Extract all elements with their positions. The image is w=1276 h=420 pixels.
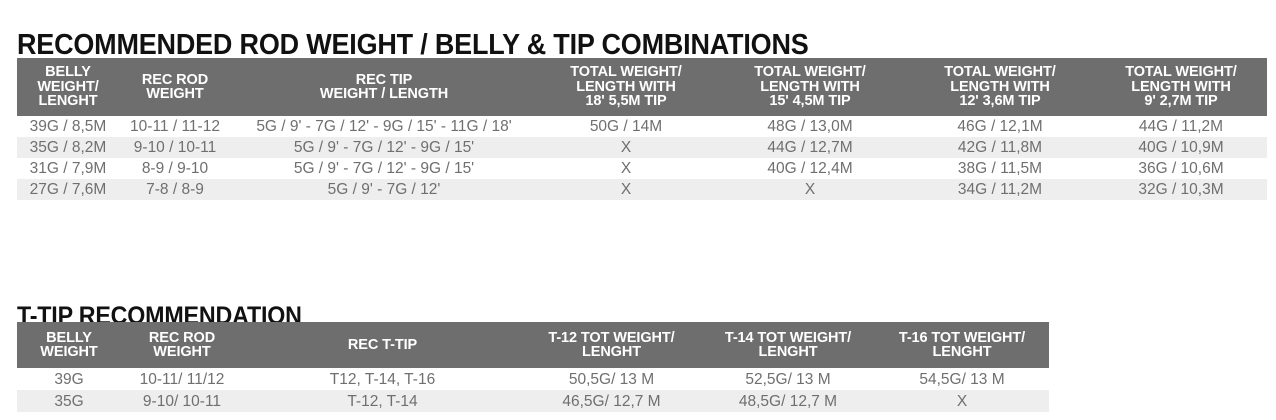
t-tip-table: BELLY WEIGHT REC ROD WEIGHT REC T-TIP T-… xyxy=(17,322,1049,412)
cell-total-18ft: 50G / 14M xyxy=(537,116,715,137)
rod-table-body: 39G / 8,5M 10-11 / 11-12 5G / 9' - 7G / … xyxy=(17,116,1267,200)
cell-rec-tip: 5G / 9' - 7G / 12' xyxy=(231,179,537,200)
rod-table-header: BELLY WEIGHT/ LENGHT REC ROD WEIGHT REC … xyxy=(17,58,1267,116)
cell-rec-tip: 5G / 9' - 7G / 12' - 9G / 15' xyxy=(231,137,537,158)
cell-rec-rod-weight: 10-11 / 11-12 xyxy=(119,116,231,137)
cell-total-18ft: X xyxy=(537,158,715,179)
table-row: 31G / 7,9M 8-9 / 9-10 5G / 9' - 7G / 12'… xyxy=(17,158,1267,179)
column-header-total-weight-18ft-tip: TOTAL WEIGHT/ LENGTH WITH 18' 5,5M TIP xyxy=(537,58,715,116)
table-row: 27G / 7,6M 7-8 / 8-9 5G / 9' - 7G / 12' … xyxy=(17,179,1267,200)
cell-rec-t-tip: T-12, T-14 xyxy=(243,390,522,412)
cell-total-18ft: X xyxy=(537,137,715,158)
cell-belly-weight: 39G / 8,5M xyxy=(17,116,119,137)
column-header-rec-rod-weight: REC ROD WEIGHT xyxy=(119,58,231,116)
cell-belly-weight: 35G xyxy=(17,390,121,412)
cell-total-9ft: 44G / 11,2M xyxy=(1095,116,1267,137)
column-header-total-weight-15ft-tip: TOTAL WEIGHT/ LENGTH WITH 15' 4,5M TIP xyxy=(715,58,905,116)
cell-rec-tip: 5G / 9' - 7G / 12' - 9G / 15' xyxy=(231,158,537,179)
cell-total-9ft: 36G / 10,6M xyxy=(1095,158,1267,179)
cell-total-12ft: 38G / 11,5M xyxy=(905,158,1095,179)
cell-belly-weight: 39G xyxy=(17,368,121,390)
cell-rec-rod-weight: 10-11/ 11/12 xyxy=(121,368,243,390)
column-header-t12-tot-weight: T-12 TOT WEIGHT/ LENGHT xyxy=(522,322,701,368)
cell-belly-weight: 31G / 7,9M xyxy=(17,158,119,179)
column-header-rec-t-tip: REC T-TIP xyxy=(243,322,522,368)
cell-rec-rod-weight: 9-10/ 10-11 xyxy=(121,390,243,412)
column-header-total-weight-12ft-tip: TOTAL WEIGHT/ LENGTH WITH 12' 3,6M TIP xyxy=(905,58,1095,116)
cell-rec-t-tip: T12, T-14, T-16 xyxy=(243,368,522,390)
column-header-rec-tip-weight-length: REC TIP WEIGHT / LENGTH xyxy=(231,58,537,116)
cell-total-9ft: 40G / 10,9M xyxy=(1095,137,1267,158)
cell-rec-rod-weight: 8-9 / 9-10 xyxy=(119,158,231,179)
t-tip-table-body: 39G 10-11/ 11/12 T12, T-14, T-16 50,5G/ … xyxy=(17,368,1049,412)
column-header-t14-tot-weight: T-14 TOT WEIGHT/ LENGHT xyxy=(701,322,875,368)
cell-total-15ft: X xyxy=(715,179,905,200)
table-header-row: BELLY WEIGHT/ LENGHT REC ROD WEIGHT REC … xyxy=(17,58,1267,116)
t-tip-table-header: BELLY WEIGHT REC ROD WEIGHT REC T-TIP T-… xyxy=(17,322,1049,368)
cell-t16-total: 54,5G/ 13 M xyxy=(875,368,1049,390)
cell-rec-rod-weight: 9-10 / 10-11 xyxy=(119,137,231,158)
table-row: 39G 10-11/ 11/12 T12, T-14, T-16 50,5G/ … xyxy=(17,368,1049,390)
column-header-rec-rod-weight: REC ROD WEIGHT xyxy=(121,322,243,368)
column-header-total-weight-9ft-tip: TOTAL WEIGHT/ LENGTH WITH 9' 2,7M TIP xyxy=(1095,58,1267,116)
cell-t12-total: 46,5G/ 12,7 M xyxy=(522,390,701,412)
column-header-belly-weight-length: BELLY WEIGHT/ LENGHT xyxy=(17,58,119,116)
table-row: 35G / 8,2M 9-10 / 10-11 5G / 9' - 7G / 1… xyxy=(17,137,1267,158)
cell-belly-weight: 35G / 8,2M xyxy=(17,137,119,158)
table-row: 35G 9-10/ 10-11 T-12, T-14 46,5G/ 12,7 M… xyxy=(17,390,1049,412)
column-header-belly-weight: BELLY WEIGHT xyxy=(17,322,121,368)
cell-total-9ft: 32G / 10,3M xyxy=(1095,179,1267,200)
cell-total-12ft: 46G / 12,1M xyxy=(905,116,1095,137)
page-title-recommended-rod-weight: RECOMMENDED ROD WEIGHT / BELLY & TIP COM… xyxy=(17,29,809,62)
cell-t16-total: X xyxy=(875,390,1049,412)
table-header-row: BELLY WEIGHT REC ROD WEIGHT REC T-TIP T-… xyxy=(17,322,1049,368)
cell-belly-weight: 27G / 7,6M xyxy=(17,179,119,200)
cell-t14-total: 48,5G/ 12,7 M xyxy=(701,390,875,412)
cell-total-12ft: 34G / 11,2M xyxy=(905,179,1095,200)
cell-t12-total: 50,5G/ 13 M xyxy=(522,368,701,390)
cell-t14-total: 52,5G/ 13 M xyxy=(701,368,875,390)
cell-rec-rod-weight: 7-8 / 8-9 xyxy=(119,179,231,200)
cell-total-15ft: 40G / 12,4M xyxy=(715,158,905,179)
cell-total-18ft: X xyxy=(537,179,715,200)
table-row: 39G / 8,5M 10-11 / 11-12 5G / 9' - 7G / … xyxy=(17,116,1267,137)
column-header-t16-tot-weight: T-16 TOT WEIGHT/ LENGHT xyxy=(875,322,1049,368)
cell-total-15ft: 48G / 13,0M xyxy=(715,116,905,137)
cell-rec-tip: 5G / 9' - 7G / 12' - 9G / 15' - 11G / 18… xyxy=(231,116,537,137)
cell-total-12ft: 42G / 11,8M xyxy=(905,137,1095,158)
cell-total-15ft: 44G / 12,7M xyxy=(715,137,905,158)
rod-weight-table: BELLY WEIGHT/ LENGHT REC ROD WEIGHT REC … xyxy=(17,58,1267,200)
